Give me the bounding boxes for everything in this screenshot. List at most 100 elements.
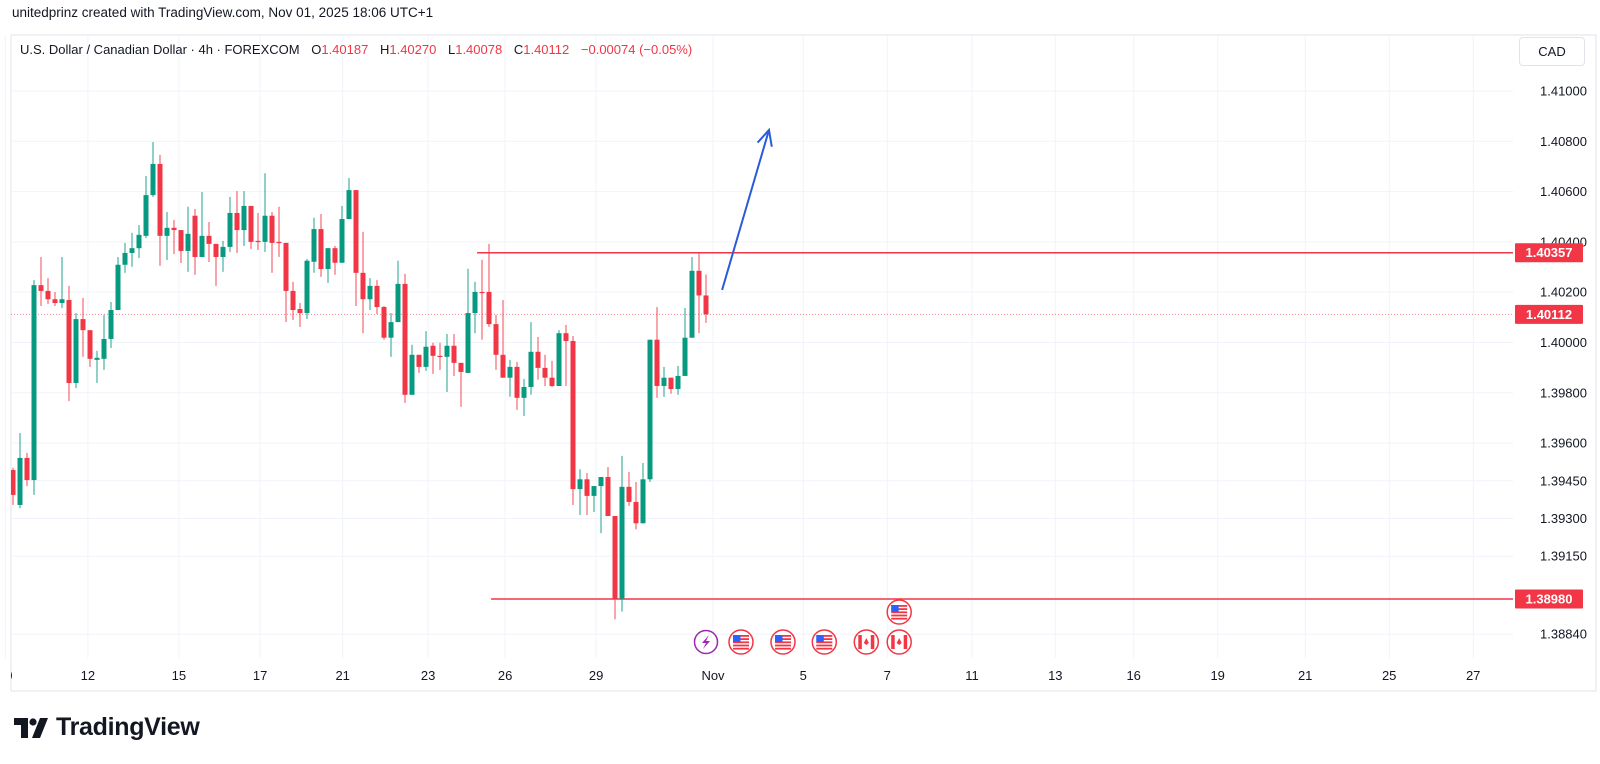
candle — [626, 471, 632, 506]
flag-stripe — [816, 638, 833, 640]
candle-body — [199, 235, 205, 257]
candle — [696, 252, 702, 334]
candle-body — [304, 260, 310, 314]
candle-body — [269, 215, 275, 243]
candle — [437, 342, 443, 370]
arrow-shaft[interactable] — [721, 129, 770, 291]
flag-canton — [733, 635, 741, 642]
candle-body — [311, 229, 317, 262]
candle-body — [80, 319, 86, 331]
currency-button[interactable]: CAD — [1519, 37, 1585, 66]
candle-body — [206, 235, 212, 244]
candle-body — [171, 227, 177, 231]
candle-body — [346, 190, 352, 220]
price-levels[interactable] — [11, 251, 1513, 600]
candle — [206, 222, 212, 263]
us-flag-event-icon[interactable] — [770, 629, 796, 655]
candle-body — [444, 345, 450, 357]
candle — [612, 516, 618, 620]
candle-body — [255, 240, 261, 243]
price-tick-label: 1.39450 — [1540, 473, 1587, 488]
candle-body — [318, 229, 324, 270]
candle — [122, 242, 128, 273]
price-axis[interactable]: 1.410001.408001.406001.404001.402001.400… — [1515, 83, 1587, 642]
lightning-event-icon[interactable] — [693, 629, 719, 655]
time-tick-label: 7 — [884, 668, 891, 683]
candle-body — [696, 270, 702, 296]
candle-body — [598, 477, 604, 487]
candle — [304, 258, 310, 320]
candle-body — [458, 362, 464, 372]
candle — [297, 302, 303, 327]
time-tick-labels: 10 12 15 17 21 23 26 29 Nov 5 7 11 13 16 19 21 25 27 — [11, 668, 1480, 683]
candle — [353, 190, 359, 307]
candle-body — [164, 227, 170, 236]
us-flag-event-icon[interactable] — [728, 629, 754, 655]
candle-body — [115, 264, 121, 311]
brand-name: TradingView — [56, 713, 200, 741]
candle-body — [430, 345, 436, 356]
time-tick-label: 23 — [421, 668, 435, 683]
candle-body — [563, 333, 569, 341]
flag-stripe — [891, 608, 908, 610]
candle — [73, 313, 79, 389]
time-axis[interactable]: 10 12 15 17 21 23 26 29 Nov 5 7 11 13 16 19 21 25 27 — [0, 668, 1480, 683]
level-price-label-bg — [1515, 589, 1583, 609]
candle — [367, 278, 373, 311]
candle-body — [542, 367, 548, 378]
arrow-head-icon[interactable] — [756, 127, 773, 147]
candle — [213, 243, 219, 286]
candle — [479, 259, 485, 340]
tradingview-logo[interactable]: TradingView — [14, 713, 200, 742]
candle — [129, 232, 135, 267]
flag-stripe — [816, 647, 833, 650]
symbol-title[interactable]: U.S. Dollar / Canadian Dollar · 4h · FOR… — [20, 42, 300, 57]
time-tick-label: 11 — [965, 668, 979, 683]
trend-arrow[interactable] — [721, 127, 773, 291]
candle-body — [689, 270, 695, 338]
candle — [507, 359, 513, 397]
us-flag-event-icon[interactable] — [811, 629, 838, 655]
candle-body — [661, 377, 667, 386]
time-tick-label: 21 — [1298, 668, 1312, 683]
candle-body — [17, 457, 23, 505]
candle-body — [185, 233, 191, 251]
us-flag-event-icon[interactable] — [886, 599, 912, 625]
flag-stripe — [775, 647, 791, 650]
candle-body — [549, 377, 555, 386]
flag-stripe — [891, 605, 908, 607]
ca-flag-event-icon[interactable] — [853, 629, 880, 655]
candle-body — [402, 283, 408, 395]
candle — [31, 280, 37, 495]
grid — [4, 35, 1513, 658]
candle — [584, 473, 590, 516]
flag-stripe — [733, 647, 749, 650]
flag-stripe — [891, 614, 908, 617]
flag-canton — [775, 635, 783, 642]
flag-stripe — [733, 641, 749, 644]
candle — [339, 205, 345, 263]
candle — [227, 196, 233, 252]
candle — [682, 308, 688, 376]
candle-body — [227, 212, 233, 247]
candle — [220, 240, 226, 272]
candle — [451, 333, 457, 376]
time-tick-label: 29 — [589, 668, 603, 683]
candle-body — [479, 291, 485, 294]
candle — [143, 175, 149, 239]
candle-body — [157, 163, 163, 236]
candle — [542, 354, 548, 386]
ca-flag-event-icon[interactable] — [886, 629, 912, 655]
candle-body — [332, 248, 338, 263]
candle — [115, 256, 121, 311]
candle — [661, 366, 667, 397]
time-tick-label: 17 — [253, 668, 267, 683]
price-tick-label: 1.39800 — [1540, 385, 1587, 400]
flag-stripe — [816, 635, 833, 637]
last-price-label-bg — [1515, 304, 1583, 324]
economic-events[interactable] — [693, 599, 912, 655]
candle-body — [213, 243, 219, 257]
flag-stripe — [891, 611, 908, 614]
candle — [17, 433, 23, 509]
